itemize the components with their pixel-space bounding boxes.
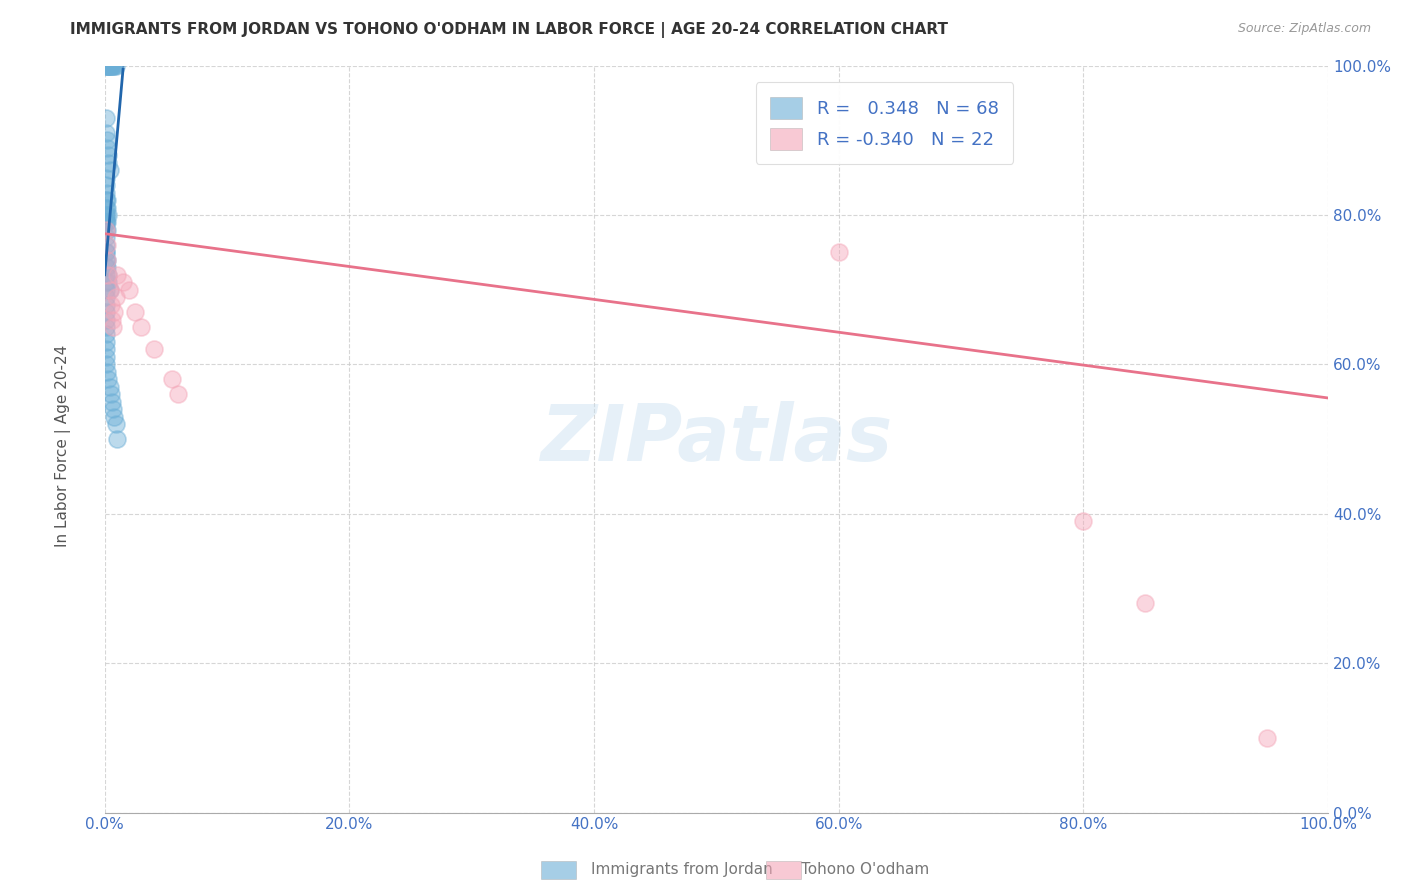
Point [94,245,117,260]
Point [94,223,117,237]
Point [94,290,117,304]
Point [97,208,120,222]
Point [98,283,121,297]
Point [96,201,118,215]
Point [97,372,120,386]
Point [96,252,118,267]
Point [94,283,117,297]
Text: ZIPatlas: ZIPatlas [540,401,893,477]
Point [167,387,190,401]
Point [94,215,117,229]
Point [94,126,117,140]
Point [94,343,117,357]
Point [124,305,146,319]
Point [101,59,124,73]
Point [94,186,117,200]
Point [96,365,118,379]
Point [828,245,851,260]
Point [105,432,128,446]
Text: Source: ZipAtlas.com: Source: ZipAtlas.com [1237,22,1371,36]
Point [101,394,124,409]
Point [103,409,125,424]
Point [94,327,117,342]
Text: In Labor Force | Age 20-24: In Labor Force | Age 20-24 [55,345,72,547]
Point [94,201,117,215]
Point [98,59,121,73]
Point [131,320,153,334]
Point [96,252,118,267]
Point [94,252,117,267]
Point [96,141,118,155]
Point [94,275,117,289]
Point [97,59,120,73]
Point [94,260,117,275]
Point [96,59,118,73]
Point [100,298,122,312]
Point [104,59,127,73]
Point [112,275,135,289]
Point [98,59,121,73]
Text: IMMIGRANTS FROM JORDAN VS TOHONO O'ODHAM IN LABOR FORCE | AGE 20-24 CORRELATION : IMMIGRANTS FROM JORDAN VS TOHONO O'ODHAM… [70,22,948,38]
Point [96,215,118,229]
Point [94,298,117,312]
Point [94,320,117,334]
Point [96,133,118,147]
Point [94,268,117,282]
Point [103,59,125,73]
Point [1073,514,1095,528]
Point [1256,731,1278,745]
Point [98,283,121,297]
Point [94,193,117,207]
Point [97,148,120,162]
Text: Immigrants from Jordan: Immigrants from Jordan [591,863,772,877]
Point [94,245,117,260]
Point [94,305,117,319]
Point [96,193,118,207]
Point [94,230,117,244]
Point [94,312,117,326]
Point [94,208,117,222]
Point [103,59,125,73]
Legend: R =   0.348   N = 68, R = -0.340   N = 22: R = 0.348 N = 68, R = -0.340 N = 22 [755,82,1014,164]
Point [105,268,128,282]
Point [100,387,122,401]
Point [94,223,117,237]
Point [98,163,121,178]
Point [94,59,117,73]
Point [94,170,117,185]
Point [94,111,117,125]
Point [94,208,117,222]
Point [104,290,127,304]
Point [97,155,120,169]
Point [97,59,120,73]
Point [1133,596,1156,610]
Point [96,260,118,275]
Point [101,312,124,326]
Point [100,59,122,73]
Point [103,402,125,417]
Point [96,223,118,237]
Point [96,59,118,73]
Point [94,334,117,349]
Point [98,380,121,394]
Point [103,305,125,319]
Point [94,350,117,364]
Point [97,268,120,282]
Point [97,275,120,289]
Point [94,178,117,193]
Point [142,343,165,357]
Point [97,59,120,73]
Point [94,238,117,252]
Point [96,238,118,252]
Point [94,215,117,229]
Point [118,283,141,297]
Point [160,372,183,386]
Point [104,417,127,431]
Point [103,320,125,334]
Text: Tohono O'odham: Tohono O'odham [801,863,929,877]
Point [94,357,117,371]
Point [97,268,120,282]
